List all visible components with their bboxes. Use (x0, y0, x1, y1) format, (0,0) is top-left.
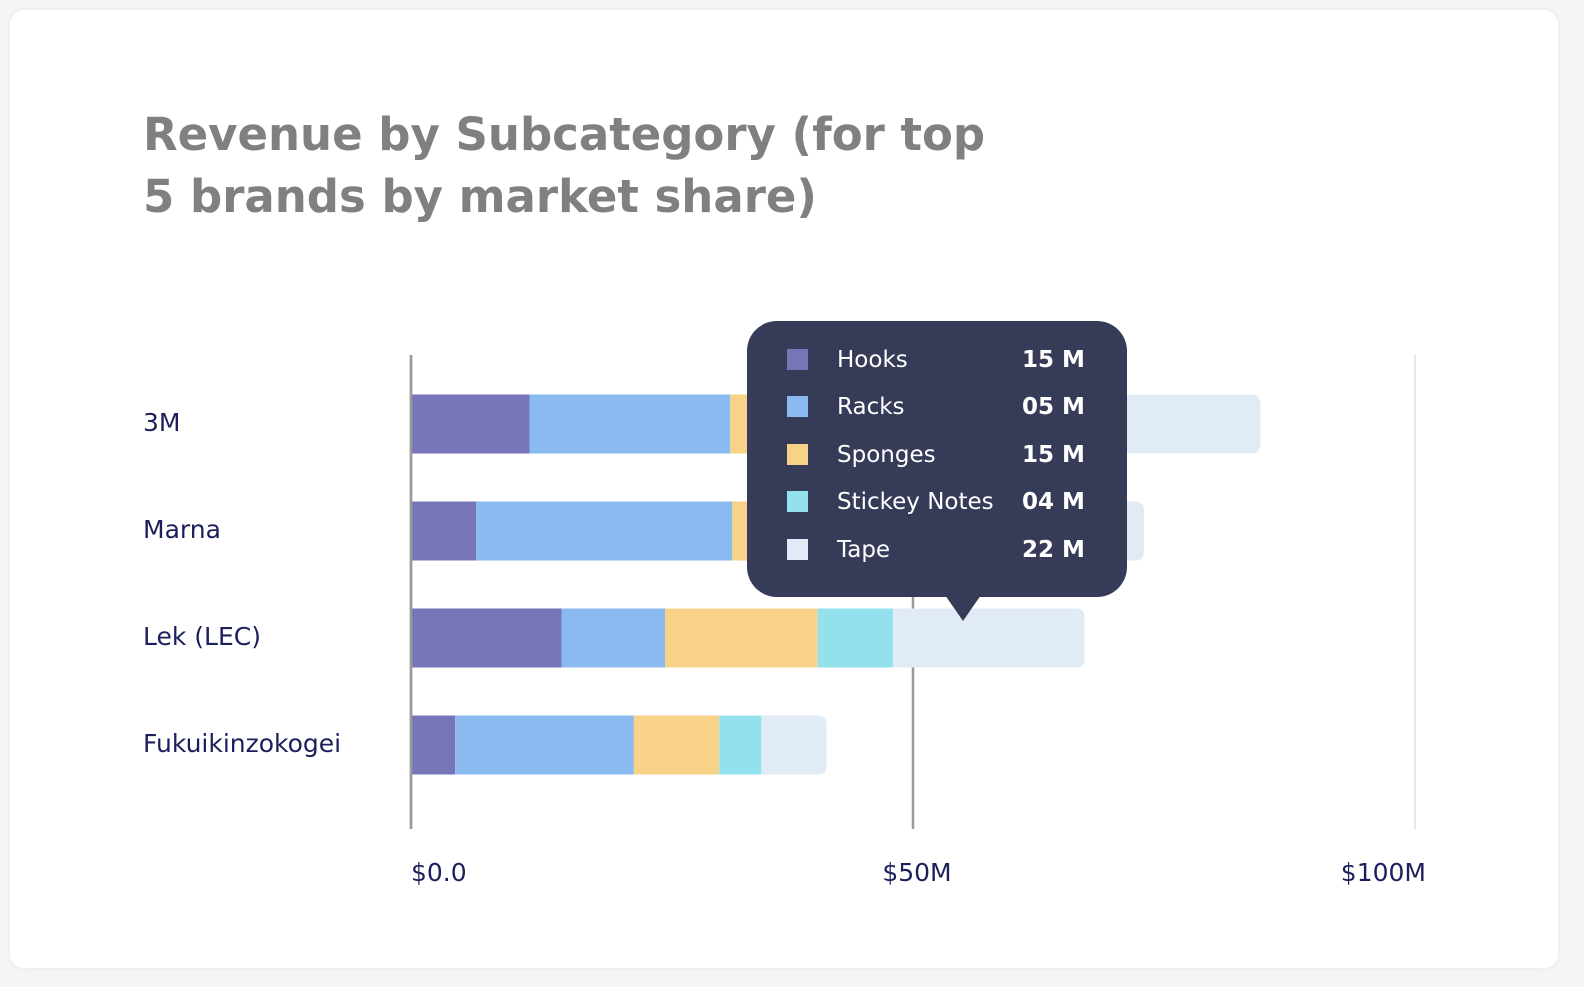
bar-lek-lec-sponges (665, 608, 818, 668)
tooltip-swatch-tape (787, 539, 808, 560)
tooltip-label-sponges: Sponges (837, 442, 936, 468)
bar-3m-racks (529, 394, 731, 454)
bar-lek-lec-tape (892, 608, 1085, 668)
bar-fukuikinzokogei-hooks (411, 715, 456, 775)
x-tick-label-0: $0.0 (411, 858, 467, 887)
tooltip-swatch-racks (787, 396, 808, 417)
tooltip-value-sponges: 15 M (1022, 442, 1085, 468)
tooltip-row-racks: Racks 05 M (787, 392, 1087, 422)
category-label-marna: Marna (143, 515, 221, 544)
chart-tooltip: Hooks 15 M Racks 05 M Sponges 15 M Stick… (747, 321, 1127, 621)
bar-group-fukuikinzokogei (411, 715, 827, 775)
bar-fukuikinzokogei-racks (455, 715, 634, 775)
bar-group-lek-lec (411, 608, 1085, 668)
tooltip-row-tape: Tape 22 M (787, 535, 1087, 565)
x-tick-label-2: $100M (1341, 858, 1426, 887)
tooltip-label-stickey-notes: Stickey Notes (837, 489, 994, 515)
tooltip-value-hooks: 15 M (1022, 347, 1085, 373)
bar-lek-lec-racks (561, 608, 666, 668)
tooltip-pointer (945, 595, 981, 621)
tooltip-swatch-sponges (787, 444, 808, 465)
bar-fukuikinzokogei-stickey-notes (719, 715, 762, 775)
x-tick-label-1: $50M (882, 858, 951, 887)
tooltip-swatch-stickey-notes (787, 491, 808, 512)
bar-lek-lec-stickey-notes (817, 608, 893, 668)
tooltip-label-hooks: Hooks (837, 347, 908, 373)
bar-lek-lec-hooks (411, 608, 562, 668)
category-label-fukuikinzokogei: Fukuikinzokogei (143, 729, 341, 758)
bar-3m-hooks (411, 394, 530, 454)
bar-marna-hooks (411, 501, 477, 561)
tooltip-label-tape: Tape (837, 537, 891, 563)
category-label-3m: 3M (143, 408, 180, 437)
bar-fukuikinzokogei-sponges (633, 715, 720, 775)
tooltip-label-racks: Racks (837, 394, 905, 420)
tooltip-value-racks: 05 M (1022, 394, 1085, 420)
tooltip-row-stickey-notes: Stickey Notes 04 M (787, 487, 1087, 517)
chart-title: Revenue by Subcategory (for top 5 brands… (143, 108, 986, 223)
tooltip-swatch-hooks (787, 349, 808, 370)
category-label-lek-lec: Lek (LEC) (143, 622, 261, 651)
bar-marna-racks (476, 501, 733, 561)
bar-fukuikinzokogei-tape (761, 715, 827, 775)
tooltip-value-stickey-notes: 04 M (1022, 489, 1085, 515)
tooltip-row-sponges: Sponges 15 M (787, 440, 1087, 470)
tooltip-value-tape: 22 M (1022, 537, 1085, 563)
tooltip-row-hooks: Hooks 15 M (787, 345, 1087, 375)
